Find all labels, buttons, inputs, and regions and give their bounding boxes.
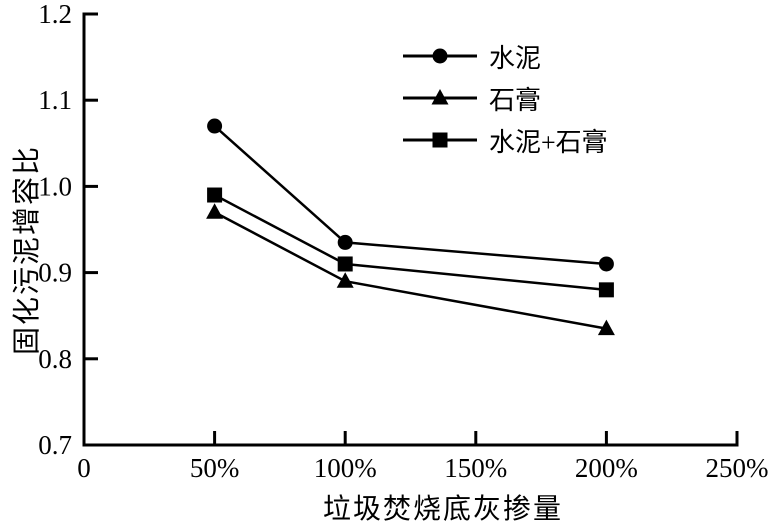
legend-item-gypsum: 石膏 — [403, 77, 608, 119]
x-tick-label: 0 — [77, 453, 91, 483]
data-point-triangle — [206, 203, 224, 219]
data-point-square — [207, 187, 223, 203]
y-tick-label: 1.0 — [38, 171, 72, 201]
x-axis-title: 垃圾焚烧底灰掺量 — [322, 494, 564, 525]
y-tick-label: 0.7 — [38, 430, 72, 460]
y-tick-label: 0.8 — [38, 344, 72, 374]
legend-label: 石膏 — [489, 85, 542, 115]
data-point-square — [337, 256, 353, 272]
x-tick-label: 50% — [190, 453, 240, 483]
data-point-square — [598, 282, 614, 298]
legend-item-cement-gypsum: 水泥+石膏 — [403, 119, 608, 161]
data-point-triangle — [336, 272, 354, 288]
data-point-triangle — [597, 319, 615, 336]
y-axis-title: 固化污泥增容比 — [12, 144, 43, 356]
legend-item-cement: 水泥 — [403, 35, 608, 77]
data-point-circle — [207, 118, 223, 134]
x-tick-label: 200% — [575, 453, 638, 483]
data-point-circle — [337, 234, 353, 250]
x-tick-label: 250% — [706, 453, 769, 483]
data-point-circle — [598, 256, 614, 272]
x-tick-label: 150% — [444, 453, 507, 483]
y-tick-label: 1.1 — [38, 85, 72, 115]
series-square — [207, 187, 614, 298]
series-circle — [207, 118, 614, 272]
legend-marker-triangle-icon — [403, 89, 477, 105]
data-point-square — [432, 132, 448, 148]
y-tick-label: 1.2 — [38, 0, 72, 29]
legend: 水泥 石膏 水泥+石膏 — [403, 35, 608, 161]
legend-marker-square-icon — [403, 132, 477, 148]
data-point-circle — [432, 48, 448, 64]
series-triangle — [206, 203, 615, 336]
data-point-triangle — [431, 89, 449, 105]
legend-label: 水泥 — [489, 43, 542, 73]
legend-label: 水泥+石膏 — [489, 127, 608, 157]
x-tick-label: 100% — [314, 453, 377, 483]
y-tick-label: 0.9 — [38, 258, 72, 288]
legend-marker-circle-icon — [403, 48, 477, 64]
